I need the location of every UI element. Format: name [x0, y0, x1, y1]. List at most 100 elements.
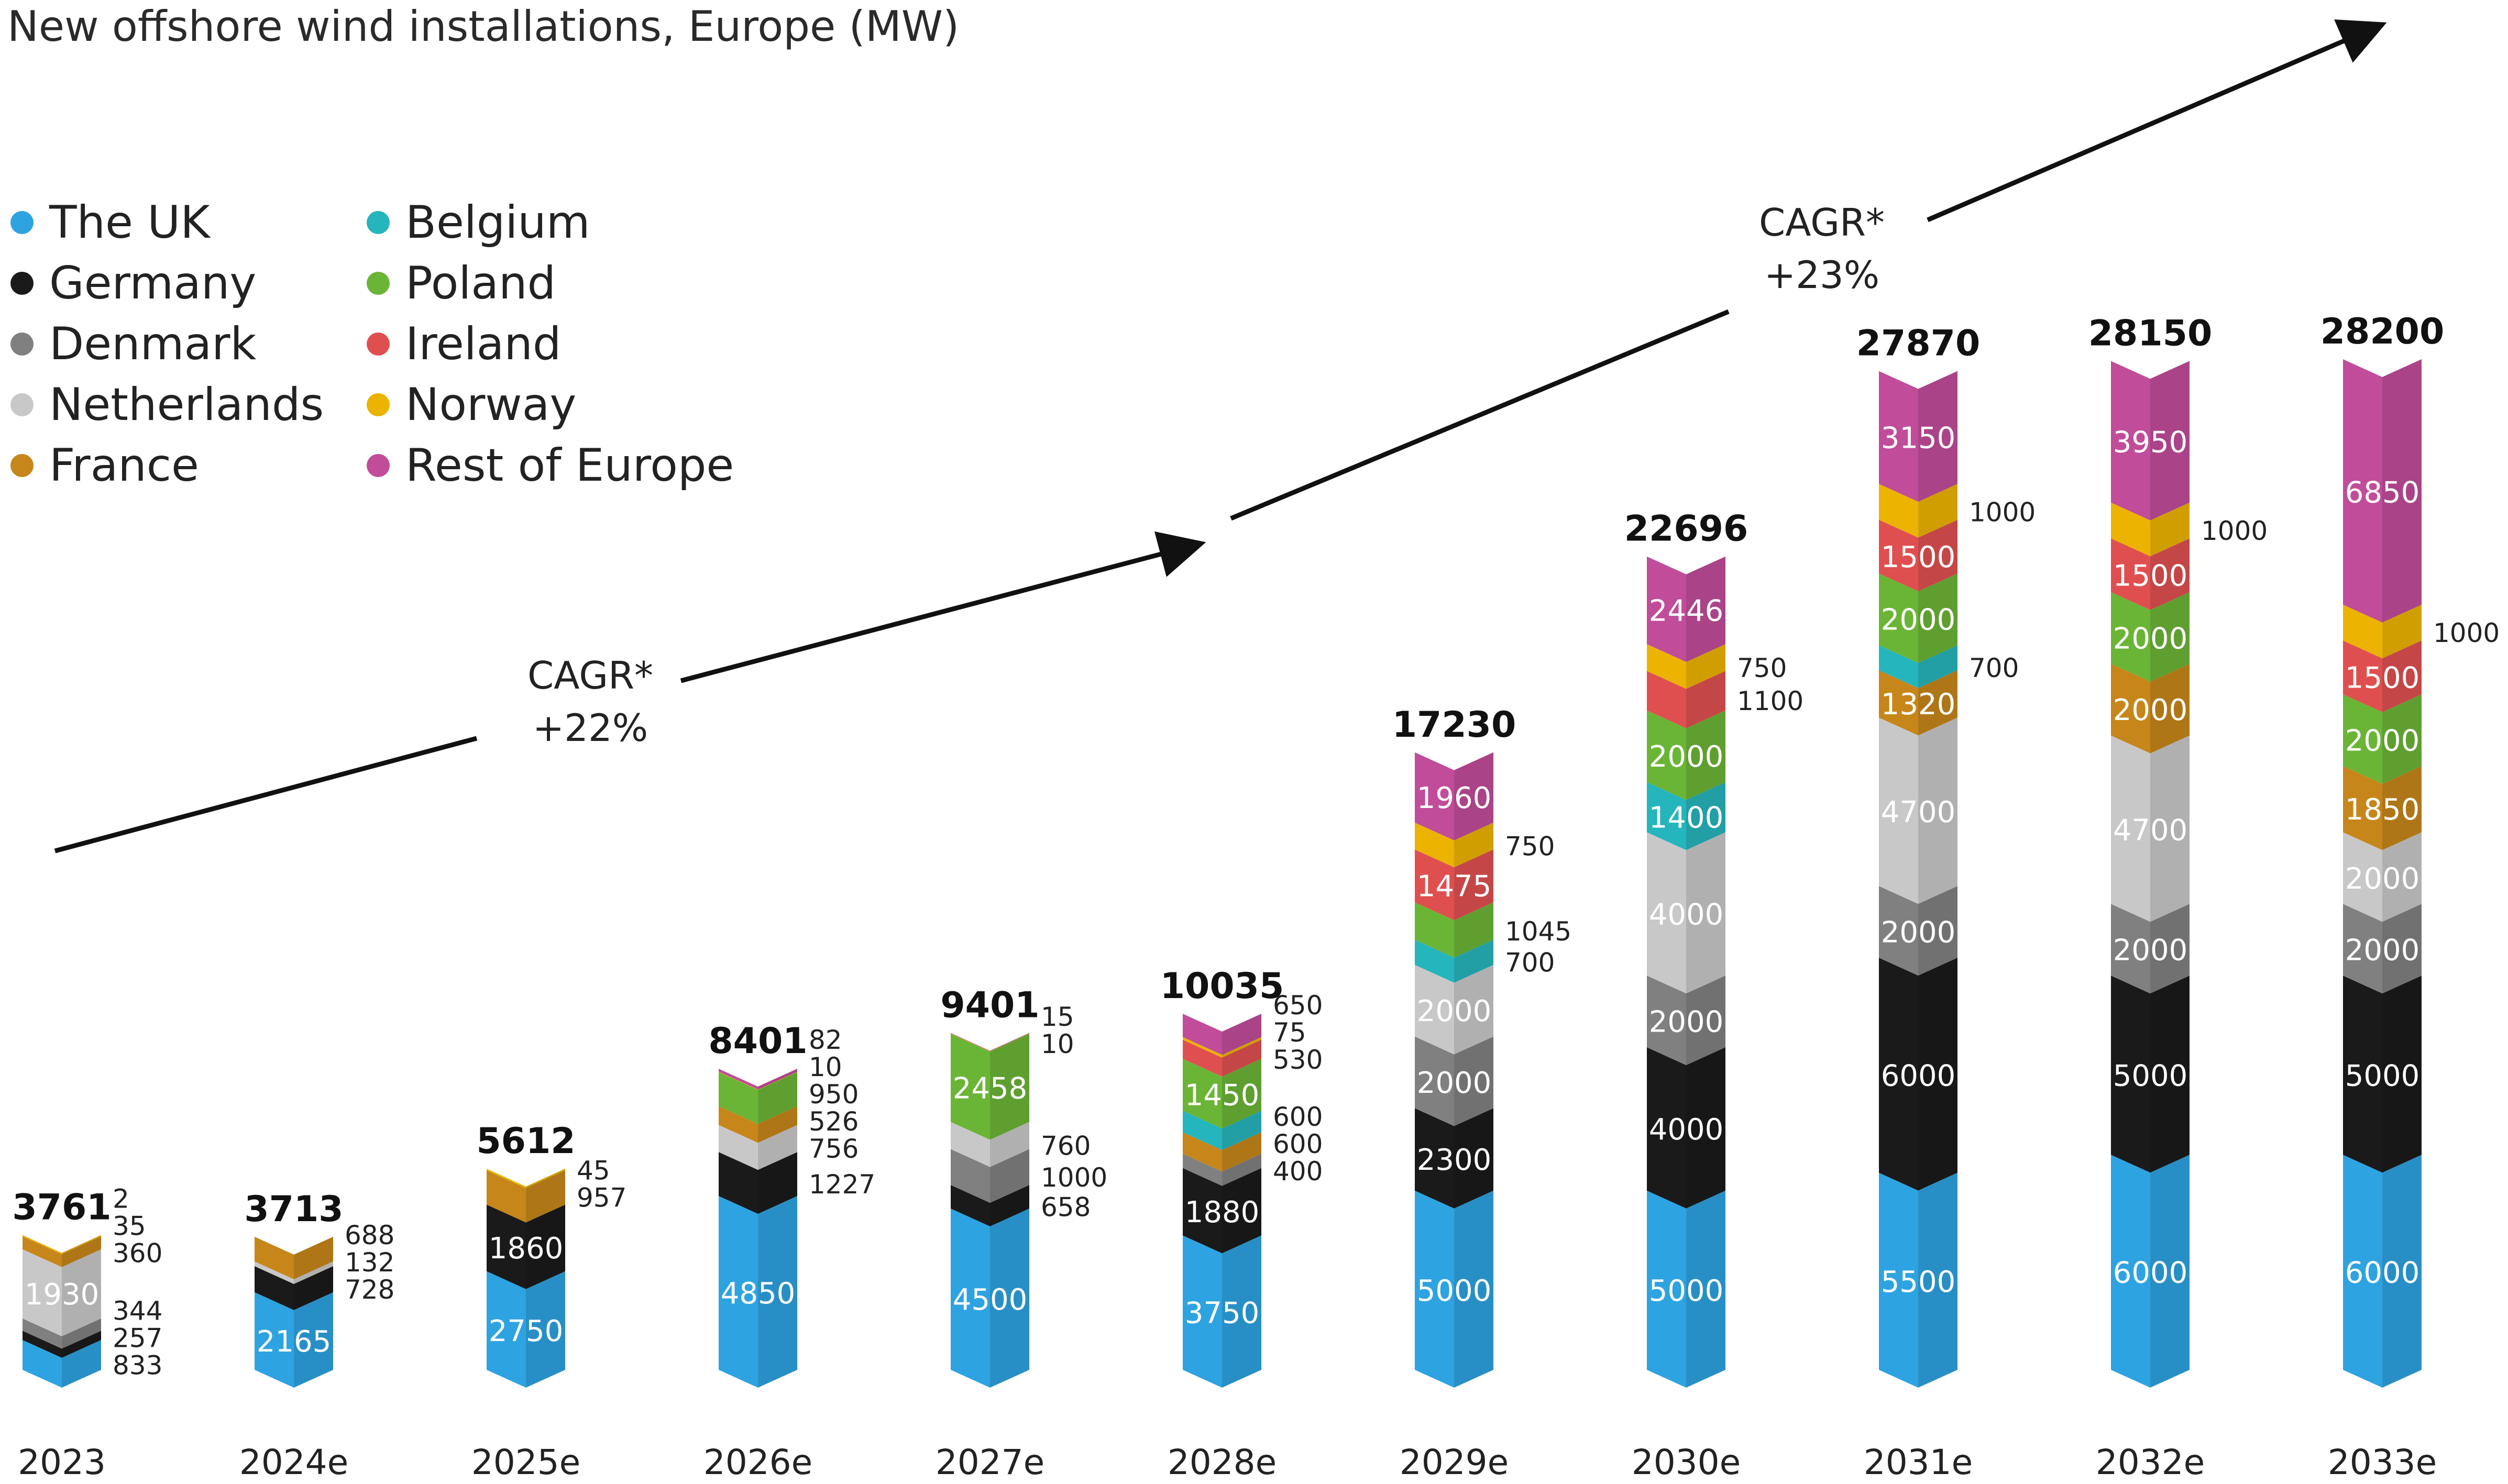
- bar-value-label-outside: 15: [1041, 1002, 1074, 1032]
- bar-total-label: 3761: [12, 1187, 111, 1228]
- bar-value-label: 6000: [2113, 1256, 2188, 1290]
- bar-segment-2030e-poland-right: [1686, 710, 1725, 800]
- bar-segment-2029e-norway-right: [1454, 822, 1493, 868]
- bar-value-label-outside: 750: [1737, 653, 1787, 683]
- bar-segment-2026e-rest-of-europe-right: [758, 1069, 797, 1090]
- bar-segment-2025e-the-uk-right: [526, 1271, 565, 1388]
- bar-segment-2028e-belgium-right: [1222, 1111, 1261, 1150]
- bar-segment-2029e-denmark-left: [1415, 1036, 1454, 1126]
- bar-value-label-outside: 526: [809, 1106, 859, 1137]
- x-axis-tick-label: 2033e: [2328, 1442, 2437, 1482]
- cagr-2-label-line1: CAGR*: [1759, 201, 1885, 245]
- bar-total-label: 10035: [1160, 966, 1284, 1007]
- bar-segment-2025e-norway-right: [526, 1168, 565, 1188]
- bar-segment-2033e-rest-of-europe-right: [2382, 359, 2422, 623]
- bar-segment-2027e-poland-left: [951, 1034, 990, 1140]
- legend-item-germany: Germany: [10, 257, 256, 309]
- bar-segment-2026e-netherlands-left: [719, 1125, 758, 1170]
- cagr-arrows: CAGR* +22% CAGR* +23%: [54, 19, 2387, 854]
- bar-total-label: 22696: [1624, 508, 1748, 550]
- bar-segment-2028e-denmark-right: [1222, 1154, 1261, 1186]
- bar-value-label: 5000: [2345, 1059, 2420, 1093]
- bar-value-label-outside: 75: [1273, 1017, 1306, 1048]
- legend-swatch: [367, 211, 390, 234]
- bar-value-label: 2000: [1649, 740, 1724, 774]
- bar-segment-2032e-ireland-right: [2150, 538, 2190, 610]
- bar-segment-2028e-the-uk-left: [1183, 1235, 1222, 1388]
- x-axis-tick-label: 2027e: [936, 1442, 1045, 1482]
- bar-segment-2024e-france-right: [294, 1236, 333, 1279]
- bar-segment-2032e-ireland-left: [2111, 538, 2150, 610]
- bar-segment-2032e-france-left: [2111, 663, 2150, 754]
- bar-segment-2030e-denmark-left: [1647, 976, 1686, 1066]
- bar-value-label-outside: 833: [113, 1350, 162, 1380]
- bar-segment-2028e-belgium-left: [1183, 1111, 1222, 1150]
- bar-value-label-outside: 600: [1273, 1129, 1323, 1159]
- bar-segment-2028e-rest-of-europe-left: [1183, 1014, 1222, 1055]
- bar-value-label-outside: 10: [809, 1052, 842, 1082]
- x-axis-tick-label: 2030e: [1632, 1442, 1741, 1482]
- bar-segment-2029e-norway-left: [1415, 822, 1454, 868]
- bar-segment-2032e-the-uk-right: [2150, 1155, 2190, 1388]
- bar-value-label: 2000: [2113, 622, 2188, 656]
- bar-value-label-outside: 257: [113, 1323, 162, 1353]
- bar-total-label: 27870: [1856, 323, 1981, 364]
- bar-value-label: 1400: [1649, 801, 1724, 835]
- legend-item-denmark: Denmark: [10, 318, 256, 370]
- bar-value-label: 2750: [489, 1314, 564, 1348]
- bar-segment-2026e-rest-of-europe-left: [719, 1069, 758, 1090]
- bar-value-label: 2000: [2113, 693, 2188, 727]
- x-axis-tick-label: 2032e: [2096, 1442, 2205, 1482]
- bar-value-label: 6000: [2345, 1256, 2420, 1290]
- bar-segment-2030e-germany-left: [1647, 1047, 1686, 1209]
- bar-value-label-outside: 132: [345, 1247, 394, 1278]
- cagr-arrow-2-head: [1927, 19, 2387, 223]
- legend-label: Ireland: [405, 318, 562, 370]
- bar-value-label-outside: 1000: [2201, 516, 2268, 546]
- bar-value-label-outside: 650: [1273, 990, 1323, 1021]
- bar-value-label: 1450: [1185, 1079, 1260, 1113]
- bar-segment-2026e-the-uk-right: [758, 1196, 797, 1388]
- bar-segment-2023-norway-left: [23, 1235, 62, 1255]
- legend-swatch: [10, 454, 34, 477]
- bar-segment-2030e-norway-right: [1686, 644, 1725, 689]
- legend-label: Poland: [405, 257, 556, 309]
- bar-segment-2026e-poland-left: [719, 1072, 758, 1124]
- bar-total-label: 8401: [708, 1021, 807, 1062]
- bar-value-label: 2000: [2345, 934, 2420, 968]
- bar-segment-2031e-netherlands-right: [1918, 717, 1957, 904]
- bar-segment-2026e-norway-right: [758, 1071, 797, 1090]
- bar-segment-2023-rest-of-europe-right: [62, 1235, 101, 1253]
- bar-value-label: 3950: [2113, 426, 2188, 460]
- legend-label: France: [49, 439, 199, 492]
- legend-label: Belgium: [405, 196, 590, 249]
- bar-segment-2033e-the-uk-left: [2343, 1155, 2382, 1388]
- bar-value-label-outside: 344: [113, 1295, 162, 1326]
- bar-segment-2028e-ireland-right: [1222, 1039, 1261, 1077]
- bar-value-label: 2000: [1649, 1005, 1724, 1039]
- bar-segment-2032e-poland-right: [2150, 592, 2190, 682]
- bar-value-label: 2000: [1417, 994, 1492, 1028]
- bar-segment-2032e-rest-of-europe-left: [2111, 361, 2150, 520]
- bar-segment-2027e-norway-left: [951, 1033, 990, 1052]
- bar-segment-2031e-the-uk-left: [1879, 1172, 1918, 1388]
- bar-segment-2031e-ireland-right: [1918, 519, 1957, 592]
- bar-segment-2024e-germany-right: [294, 1266, 333, 1310]
- bar-segment-2026e-france-right: [758, 1106, 797, 1143]
- bar-segment-2033e-france-left: [2343, 766, 2382, 850]
- bar-segment-2031e-denmark-left: [1879, 886, 1918, 976]
- bar-value-label: 2000: [2345, 862, 2420, 896]
- bar-segment-2033e-denmark-left: [2343, 904, 2382, 994]
- chart-title: New offshore wind installations, Europe …: [7, 2, 960, 51]
- bar-value-label-outside: 756: [809, 1134, 859, 1164]
- bar-segment-2028e-ireland-left: [1183, 1039, 1222, 1077]
- bar-segment-2031e-denmark-right: [1918, 886, 1957, 976]
- bar-value-label-outside: 950: [809, 1079, 859, 1110]
- legend-label: Denmark: [49, 318, 257, 370]
- bar-value-label: 5000: [2113, 1059, 2188, 1093]
- legend-item-ireland: Ireland: [367, 318, 561, 370]
- bar-value-label-outside: 1000: [1969, 497, 2036, 527]
- x-axis-tick-label: 2023: [18, 1442, 106, 1482]
- bar-segment-2027e-rest-of-europe-right: [990, 1033, 1029, 1051]
- bar-segment-2026e-the-uk-left: [719, 1196, 758, 1388]
